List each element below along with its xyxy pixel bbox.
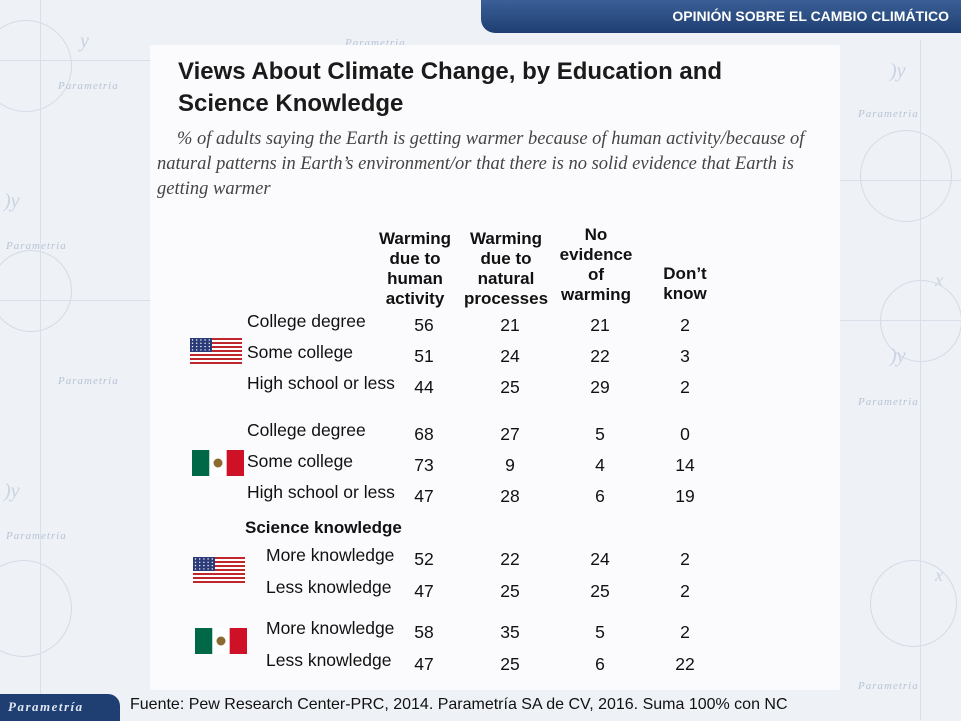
- table-cell: 4: [595, 455, 605, 475]
- table-cell: 25: [500, 581, 520, 601]
- table-cell: 2: [680, 377, 690, 397]
- header-bar: OPINIÓN SOBRE EL CAMBIO CLIMÁTICO: [481, 0, 961, 33]
- table-cell: 9: [505, 455, 515, 475]
- table-cell: 22: [500, 549, 520, 569]
- table-cell: 51: [414, 346, 434, 366]
- table-cell: 2: [680, 622, 690, 642]
- column-header-human: Warming due to human activity: [378, 229, 452, 308]
- table-cell: 24: [500, 346, 520, 366]
- row-label: College degree: [247, 420, 366, 440]
- parametria-logo: Parametría: [0, 694, 120, 721]
- table-cell: 5: [595, 424, 605, 444]
- table-cell: 6: [595, 486, 605, 506]
- column-header-dont-know: Don’t know: [663, 264, 707, 303]
- chart-title: Views About Climate Change, by Education…: [178, 58, 723, 117]
- us-flag-icon: [193, 557, 245, 583]
- watermark-text: Parametria: [858, 680, 919, 692]
- table-cell: 19: [675, 486, 695, 506]
- table-cell: 47: [414, 486, 434, 506]
- table-cell: 28: [500, 486, 520, 506]
- watermark-text: Parametria: [6, 530, 67, 542]
- table-cell: 21: [500, 315, 520, 335]
- table-cell: 22: [675, 654, 695, 674]
- table-cell: 27: [500, 424, 520, 444]
- source-note: Fuente: Pew Research Center-PRC, 2014. P…: [130, 696, 788, 713]
- row-label: Less knowledge: [266, 650, 392, 670]
- us-flag-icon: [190, 338, 242, 364]
- table-cell: 35: [500, 622, 520, 642]
- table-cell: 2: [680, 581, 690, 601]
- mexico-flag-icon: [195, 628, 247, 654]
- row-label: Less knowledge: [266, 577, 392, 597]
- table-cell: 0: [680, 424, 690, 444]
- table-cell: 25: [590, 581, 610, 601]
- row-label: High school or less: [247, 482, 395, 502]
- row-label: College degree: [247, 311, 366, 331]
- row-label: High school or less: [247, 373, 395, 393]
- row-label: More knowledge: [266, 545, 395, 565]
- table-cell: 2: [680, 549, 690, 569]
- chart-card: [150, 45, 840, 690]
- table-cell: 73: [414, 455, 434, 475]
- table-cell: 3: [680, 346, 690, 366]
- table-cell: 56: [414, 315, 434, 335]
- table-cell: 22: [590, 346, 610, 366]
- table-cell: 21: [590, 315, 610, 335]
- column-header-no-evidence: No evidence of warming: [559, 225, 633, 304]
- table-cell: 44: [414, 377, 434, 397]
- table-cell: 58: [414, 622, 434, 642]
- table-cell: 25: [500, 654, 520, 674]
- logo-text: Parametría: [8, 699, 84, 714]
- watermark-text: Parametria: [858, 396, 919, 408]
- table-cell: 68: [414, 424, 434, 444]
- watermark-text: Parametria: [6, 240, 67, 252]
- watermark-text: Parametria: [58, 375, 119, 387]
- watermark-text: Parametria: [58, 80, 119, 92]
- watermark-text: Parametria: [858, 108, 919, 120]
- mexico-flag-icon: [192, 450, 244, 476]
- column-header-natural: Warming due to natural processes: [463, 229, 549, 308]
- chart-subtitle: % of adults saying the Earth is getting …: [157, 129, 805, 199]
- row-label: Some college: [247, 342, 354, 362]
- table-cell: 47: [414, 654, 434, 674]
- table-cell: 2: [680, 315, 690, 335]
- table-cell: 24: [590, 549, 610, 569]
- section-heading-science: Science knowledge: [245, 518, 402, 537]
- table-cell: 25: [500, 377, 520, 397]
- table-cell: 52: [414, 549, 434, 569]
- row-label: More knowledge: [266, 618, 395, 638]
- header-title: OPINIÓN SOBRE EL CAMBIO CLIMÁTICO: [672, 8, 949, 24]
- table-cell: 6: [595, 654, 605, 674]
- table-cell: 47: [414, 581, 434, 601]
- table-cell: 14: [675, 455, 695, 475]
- row-label: Some college: [247, 451, 354, 471]
- table-cell: 29: [590, 377, 610, 397]
- table-cell: 5: [595, 622, 605, 642]
